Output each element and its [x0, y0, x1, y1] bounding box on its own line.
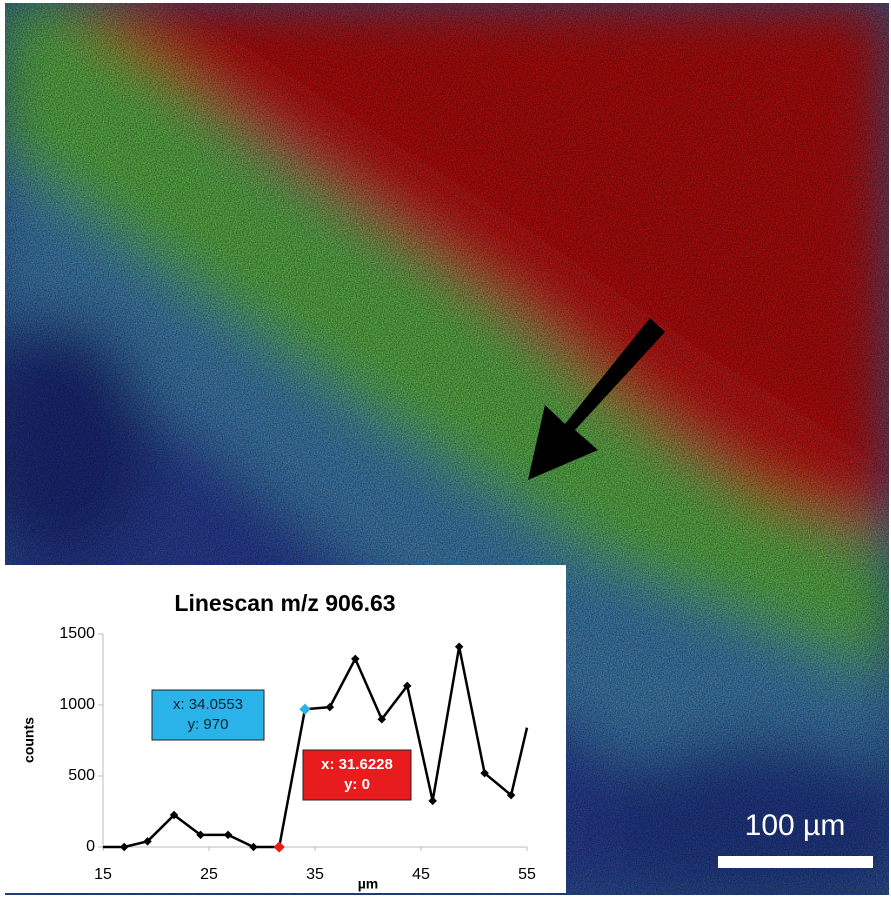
linescan-panel — [5, 565, 566, 893]
annotation-text: x: 31.6228 — [321, 756, 393, 773]
x-tick-label: 25 — [200, 866, 218, 883]
x-axis-label: µm — [358, 876, 379, 892]
annotation-text: y: 0 — [344, 776, 370, 793]
chart-title: Linescan m/z 906.63 — [174, 590, 395, 616]
data-point — [325, 702, 335, 712]
x-tick-label: 45 — [412, 866, 430, 883]
data-point — [351, 654, 360, 664]
scale-bar-label: 100 µm — [745, 809, 846, 842]
data-point — [299, 703, 311, 715]
arrow — [528, 318, 665, 480]
x-tick-label: 15 — [94, 866, 112, 883]
data-point — [428, 796, 437, 806]
y-tick-label: 0 — [86, 838, 95, 855]
y-axis-label: counts — [21, 717, 37, 763]
data-point — [506, 790, 516, 800]
y-tick-label: 1500 — [59, 625, 95, 642]
data-point — [454, 642, 464, 652]
x-tick-label: 55 — [518, 866, 536, 883]
scale-bar — [718, 856, 873, 868]
y-tick-label: 1000 — [59, 696, 95, 713]
data-point — [377, 714, 387, 724]
annotation-text: x: 34.0553 — [173, 696, 243, 713]
y-tick-label: 500 — [68, 767, 95, 784]
annotation-box — [151, 689, 265, 741]
x-tick-label: 35 — [306, 866, 324, 883]
data-point — [402, 681, 412, 691]
annotation-box — [302, 749, 412, 801]
data-point — [273, 841, 285, 853]
data-point — [480, 768, 489, 778]
series-line — [103, 645, 529, 849]
annotation-text: y: 970 — [188, 716, 229, 733]
